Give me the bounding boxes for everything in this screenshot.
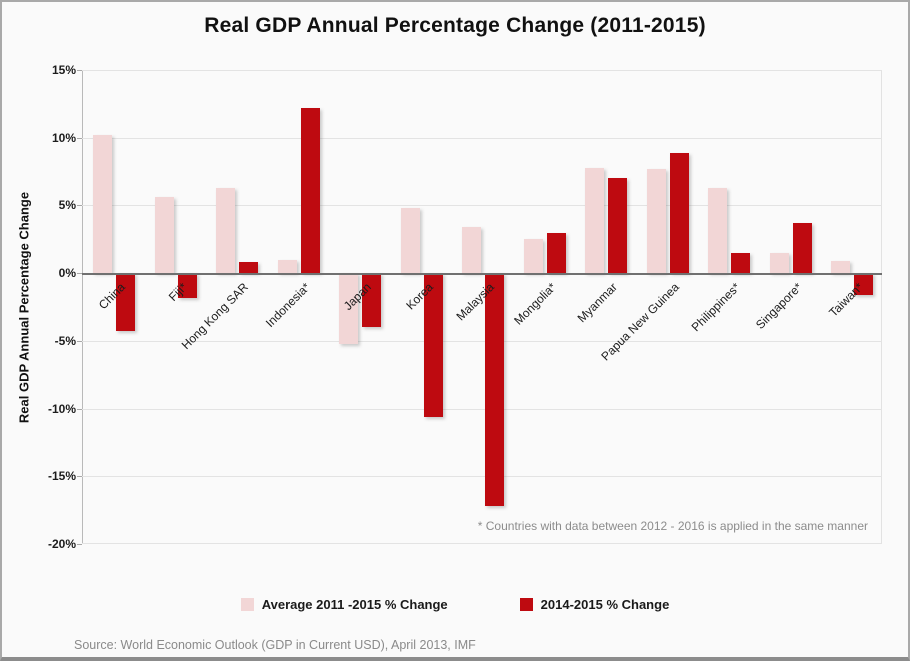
gridline (82, 205, 882, 207)
y-tick-label: 10% (51, 130, 76, 145)
y-tick-label: 5% (58, 198, 76, 213)
y-tick-mark (77, 340, 82, 342)
legend-label: Average 2011 -2015 % Change (261, 597, 448, 612)
legend-label: 2014-2015 % Change (540, 597, 670, 612)
y-tick-mark (77, 205, 82, 207)
y-tick-label: -20% (47, 537, 76, 551)
bar-avg-philippines (708, 187, 728, 274)
bar-avg-papua-new-guinea (646, 168, 666, 274)
gridline (82, 408, 882, 410)
y-tick-mark (77, 408, 82, 410)
bar-avg-mongolia (523, 239, 543, 274)
bar-avg-korea (400, 208, 420, 274)
y-tick-label: -10% (47, 401, 76, 416)
bar-avg-indonesia (277, 259, 297, 274)
bar-current-taiwan (854, 273, 874, 295)
bar-avg-japan (339, 273, 359, 344)
gridline (82, 70, 882, 71)
y-axis-line (82, 70, 83, 544)
legend-swatch-icon (519, 598, 533, 611)
bar-current-japan (362, 273, 382, 328)
bar-avg-china (93, 135, 112, 274)
y-tick-mark (77, 544, 82, 545)
y-tick-mark (77, 273, 82, 275)
chart-legend: Average 2011 -2015 % Change 2014-2015 % C… (2, 597, 908, 612)
y-tick-mark (77, 476, 82, 478)
y-tick-label: 0% (58, 266, 76, 281)
gridline (82, 340, 882, 342)
bar-current-myanmar (608, 178, 628, 274)
y-tick-label: -5% (54, 333, 76, 348)
gridline (82, 543, 882, 544)
bar-current-malaysia (485, 273, 505, 507)
chart-title: Real GDP Annual Percentage Change (2011-… (204, 14, 706, 37)
bar-avg-hong-kong-sar (216, 187, 236, 274)
bar-current-korea (423, 273, 443, 417)
zero-axis-line (82, 273, 882, 276)
y-tick-mark (77, 137, 82, 139)
bar-current-indonesia (300, 107, 320, 274)
bar-current-hong-kong-sar (239, 262, 259, 274)
chart-footnote: * Countries with data between 2012 - 201… (477, 519, 868, 533)
bar-avg-taiwan (831, 260, 851, 274)
y-tick-label: 15% (51, 63, 76, 77)
bar-avg-singapore (769, 252, 789, 274)
bar-current-mongolia (546, 232, 566, 274)
gridline (82, 137, 882, 139)
y-tick-mark (77, 70, 82, 71)
bar-current-philippines (731, 252, 751, 274)
source-citation: Source: World Economic Outlook (GDP in C… (74, 638, 476, 652)
bar-current-papua-new-guinea (669, 152, 689, 274)
y-tick-label: -15% (47, 469, 76, 484)
bar-avg-fiji (154, 197, 174, 274)
legend-entry: 2014-2015 % Change (519, 597, 670, 612)
legend-entry: Average 2011 -2015 % Change (240, 597, 448, 612)
bar-current-fiji (177, 273, 197, 298)
plot-right-border (881, 70, 882, 544)
gridline (82, 476, 882, 478)
plot-area (82, 70, 882, 544)
bar-avg-malaysia (462, 227, 482, 274)
bar-avg-myanmar (585, 167, 605, 274)
legend-swatch-icon (240, 598, 254, 611)
bar-current-singapore (792, 223, 812, 274)
bar-current-china (116, 273, 135, 332)
